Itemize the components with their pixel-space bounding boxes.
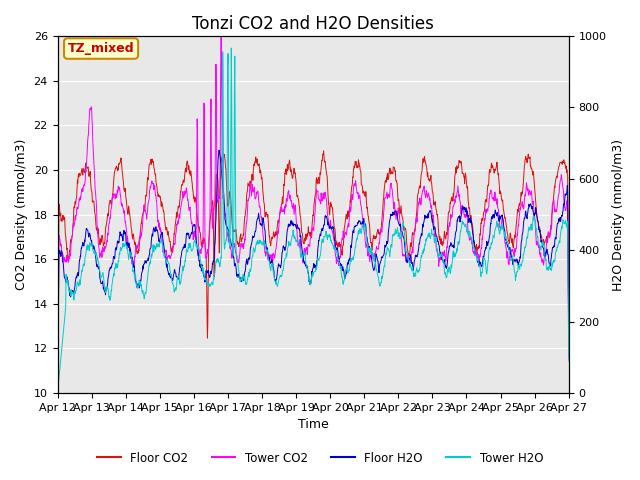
Legend: Floor CO2, Tower CO2, Floor H2O, Tower H2O: Floor CO2, Tower CO2, Floor H2O, Tower H… [92, 447, 548, 469]
X-axis label: Time: Time [298, 419, 328, 432]
Y-axis label: H2O Density (mmol/m3): H2O Density (mmol/m3) [612, 139, 625, 290]
Y-axis label: CO2 Density (mmol/m3): CO2 Density (mmol/m3) [15, 139, 28, 290]
Title: Tonzi CO2 and H2O Densities: Tonzi CO2 and H2O Densities [192, 15, 434, 33]
Text: TZ_mixed: TZ_mixed [68, 42, 134, 55]
